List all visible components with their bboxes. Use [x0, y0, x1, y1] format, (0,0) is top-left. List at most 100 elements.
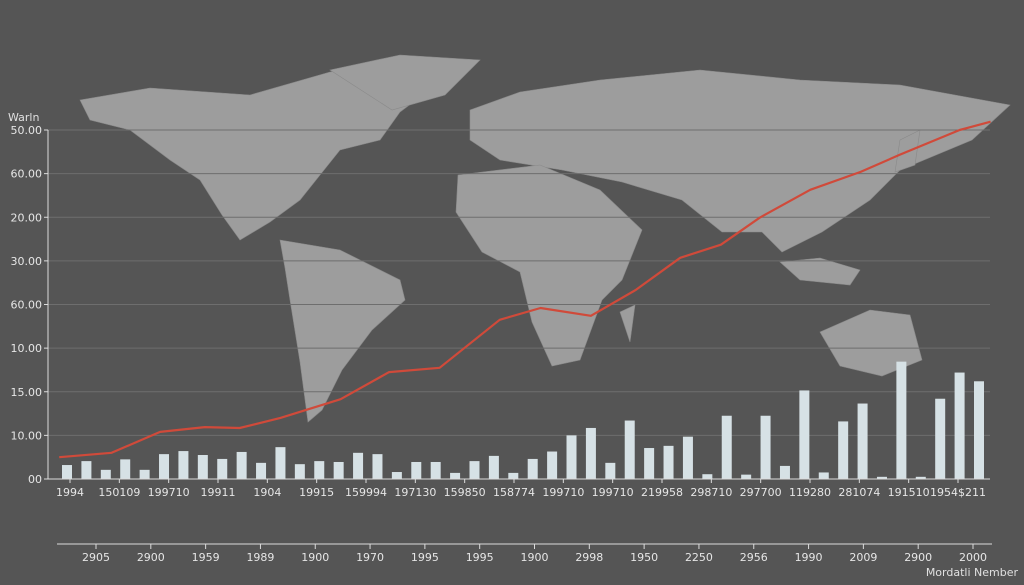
indonesia-landmass — [779, 257, 861, 286]
bar — [430, 461, 441, 479]
y-tick-label: 60.00 — [11, 168, 43, 181]
x-tick-label: 1904 — [253, 486, 281, 499]
x-tick-label: 199710 — [592, 486, 634, 499]
x-axis-label: Mordatli Nember — [926, 566, 1019, 579]
x-tick-label: 19911 — [201, 486, 236, 499]
bar — [275, 447, 286, 479]
bar — [314, 461, 325, 479]
secondary-x-tick-label: 1900 — [521, 551, 549, 564]
madagascar-landmass — [619, 304, 636, 343]
x-tick-label: 191510 — [888, 486, 930, 499]
bar — [411, 461, 422, 479]
world-map-background — [79, 54, 1011, 423]
secondary-x-tick-label: 1989 — [246, 551, 274, 564]
bar — [605, 462, 616, 479]
secondary-x-tick-label: 2900 — [904, 551, 932, 564]
x-tick-label: 281074 — [838, 486, 880, 499]
bar — [566, 435, 577, 479]
bar — [256, 462, 267, 479]
bar — [372, 454, 383, 479]
bar — [682, 436, 693, 479]
secondary-x-tick-label: 1990 — [795, 551, 823, 564]
bar — [62, 465, 72, 479]
secondary-x-tick-label: 1900 — [301, 551, 329, 564]
bar — [721, 415, 732, 479]
x-tick-label: 199710 — [542, 486, 584, 499]
x-tick-label: 297700 — [740, 486, 782, 499]
bar — [644, 448, 655, 479]
y-tick-label: 50.00 — [11, 124, 43, 137]
bar — [741, 474, 752, 479]
x-tick-label: 159850 — [444, 486, 486, 499]
greenland-landmass — [329, 54, 481, 111]
bar — [353, 452, 364, 479]
x-tick-label: 119280 — [789, 486, 831, 499]
trend-line — [59, 120, 991, 459]
x-tick-label: 159994 — [345, 486, 387, 499]
bar — [702, 474, 713, 479]
secondary-x-tick-label: 2000 — [959, 551, 987, 564]
secondary-x-tick-label: 2009 — [849, 551, 877, 564]
secondary-x-tick-label: 2905 — [82, 551, 110, 564]
bar — [236, 451, 247, 479]
bar — [120, 459, 131, 479]
bar — [954, 372, 965, 479]
bar — [760, 415, 771, 479]
south-america-landmass — [279, 239, 406, 423]
y-tick-label: 30.00 — [11, 255, 43, 268]
secondary-x-tick-label: 1995 — [466, 551, 494, 564]
secondary-x-tick-label: 2900 — [137, 551, 165, 564]
bar — [469, 461, 480, 479]
x-tick-label: 19915 — [299, 486, 334, 499]
bar — [217, 458, 228, 479]
bar — [159, 454, 170, 479]
y-tick-label: 20.00 — [11, 211, 43, 224]
secondary-x-tick-label: 1950 — [630, 551, 658, 564]
eurasia-landmass — [469, 69, 1011, 253]
x-tick-label: 298710 — [690, 486, 732, 499]
australia-landmass — [819, 309, 923, 377]
bar-series — [62, 361, 984, 479]
gridlines — [48, 129, 990, 436]
x-tick-label: 197130 — [394, 486, 436, 499]
bar — [935, 398, 946, 479]
bar — [547, 451, 558, 479]
bar — [624, 420, 635, 479]
bar — [818, 472, 829, 479]
bar — [799, 390, 810, 479]
bar — [896, 361, 907, 479]
secondary-x-tick-label: 1959 — [192, 551, 220, 564]
bar — [974, 381, 984, 479]
bar — [585, 427, 596, 479]
bar — [876, 476, 887, 479]
y-tick-label: 15.00 — [11, 386, 43, 399]
secondary-x-tick-label: 1970 — [356, 551, 384, 564]
bar — [663, 445, 674, 479]
bar — [81, 461, 92, 479]
chart-title: Warln — [8, 111, 39, 124]
secondary-x-tick-label: 2956 — [740, 551, 768, 564]
y-tick-label: 60.00 — [11, 299, 43, 312]
x-tick-label: 219958 — [641, 486, 683, 499]
secondary-x-tick-label: 1995 — [411, 551, 439, 564]
bar — [488, 455, 499, 479]
bar — [527, 458, 538, 479]
bar — [139, 469, 150, 479]
bar — [915, 476, 926, 479]
x-tick-label: 1954$211 — [930, 486, 986, 499]
bar — [838, 421, 849, 479]
north-america-landmass — [79, 61, 441, 241]
bar — [178, 451, 189, 479]
bar — [294, 464, 305, 479]
y-tick-label: 10.00 — [11, 429, 43, 442]
bar — [197, 455, 208, 479]
x-tick-label: 199710 — [148, 486, 190, 499]
africa-landmass — [455, 164, 643, 367]
x-tick-label: 158774 — [493, 486, 535, 499]
bar — [450, 472, 461, 479]
bar — [857, 403, 868, 479]
bar — [333, 461, 344, 479]
bar — [391, 472, 402, 479]
x-tick-label: 1994 — [56, 486, 84, 499]
